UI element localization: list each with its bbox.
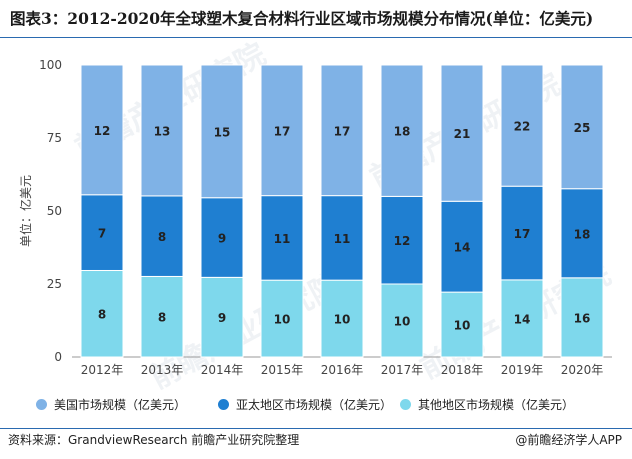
chart-legend: 美国市场规模（亿美元） 亚太地区市场规模（亿美元） 其他地区市场规模（亿美元） <box>0 396 632 418</box>
legend-swatch-asia-pacific <box>218 399 229 410</box>
bar-segment-1-1 <box>140 195 184 277</box>
data-label-0-5: 10 <box>394 315 411 329</box>
bar-segment-2-4 <box>320 64 364 197</box>
data-label-1-4: 11 <box>334 232 351 246</box>
legend-swatch-others <box>400 399 411 410</box>
stacked-bar-chart: 前瞻产业研究院前瞻产业研究院前瞻产业研究院前瞻产业研究院 0255075100单… <box>18 40 616 390</box>
y-tick-label-1: 25 <box>47 277 62 291</box>
x-tick-label-1: 2013年 <box>141 363 184 377</box>
data-label-0-2: 9 <box>218 311 226 325</box>
bar-segment-0-3 <box>260 279 304 358</box>
data-label-2-5: 18 <box>394 125 411 139</box>
data-label-2-7: 22 <box>514 120 531 134</box>
legend-label-america: 美国市场规模（亿美元） <box>54 398 187 412</box>
x-tick-label-0: 2012年 <box>81 363 124 377</box>
bar-segment-2-7 <box>500 64 544 187</box>
bar-segment-2-3 <box>260 64 304 197</box>
bar-segment-2-5 <box>380 64 424 197</box>
x-tick-label-8: 2020年 <box>561 363 604 377</box>
x-tick-label-5: 2017年 <box>381 363 424 377</box>
bar-segment-0-1 <box>140 275 184 358</box>
legend-item-america: 美国市场规模（亿美元） <box>36 396 186 413</box>
data-label-1-5: 12 <box>394 234 411 248</box>
bar-segment-1-3 <box>260 195 304 281</box>
bar-segment-1-2 <box>200 197 244 278</box>
bar-segment-2-0 <box>80 64 124 196</box>
data-label-1-7: 17 <box>514 227 531 241</box>
bar-segment-0-2 <box>200 276 244 358</box>
data-label-1-6: 14 <box>454 241 471 255</box>
data-label-2-2: 15 <box>214 125 231 139</box>
bar-segment-0-4 <box>320 279 364 358</box>
bar-segment-1-4 <box>320 195 364 281</box>
data-label-1-3: 11 <box>274 232 291 246</box>
source-note: 资料来源：GrandviewResearch 前瞻产业研究院整理 <box>8 433 300 447</box>
legend-swatch-america <box>36 399 47 410</box>
data-label-0-3: 10 <box>274 313 291 327</box>
legend-label-others: 其他地区市场规模（亿美元） <box>418 398 575 412</box>
data-label-1-1: 8 <box>158 230 166 244</box>
chart-title: 图表3：2012-2020年全球塑木复合材料行业区域市场规模分布情况(单位：亿美… <box>10 9 594 28</box>
bar-segment-0-6 <box>440 291 484 358</box>
data-label-0-6: 10 <box>454 319 471 333</box>
y-tick-label-4: 100 <box>39 58 62 72</box>
legend-label-asia-pacific: 亚太地区市场规模（亿美元） <box>236 398 393 412</box>
y-tick-label-0: 0 <box>54 350 62 364</box>
bar-segment-2-1 <box>140 64 184 197</box>
data-label-0-0: 8 <box>98 308 106 322</box>
bar-segment-0-5 <box>380 283 424 358</box>
y-tick-label-2: 50 <box>47 204 62 218</box>
data-label-2-1: 13 <box>154 124 171 138</box>
bar-segment-0-0 <box>80 269 124 358</box>
data-label-0-7: 14 <box>514 312 531 326</box>
chart-bars <box>80 64 604 358</box>
bar-segment-2-2 <box>200 64 244 199</box>
legend-item-asia-pacific: 亚太地区市场规模（亿美元） <box>218 396 392 413</box>
bar-segment-1-7 <box>500 185 544 281</box>
data-label-2-8: 25 <box>574 121 591 135</box>
data-label-1-2: 9 <box>218 232 226 246</box>
brand-credit: @前瞻经济学人APP <box>515 433 622 447</box>
x-tick-label-6: 2018年 <box>441 363 484 377</box>
x-tick-label-4: 2016年 <box>321 363 364 377</box>
legend-item-others: 其他地区市场规模（亿美元） <box>400 396 574 413</box>
bar-segment-2-8 <box>560 64 604 190</box>
y-axis-title: 单位：亿美元 <box>18 175 33 247</box>
data-label-2-3: 17 <box>274 124 291 138</box>
data-label-1-8: 18 <box>574 227 591 241</box>
footer-divider <box>0 428 632 429</box>
x-tick-label-3: 2015年 <box>261 363 304 377</box>
title-divider <box>0 37 632 38</box>
data-label-2-0: 12 <box>94 124 111 138</box>
chart-data-labels: 8 7 12 8 8 13 9 9 15 10 11 17 10 11 17 10 12 18 10 14 21 14 17… <box>94 120 591 333</box>
bar-segment-1-8 <box>560 188 604 279</box>
data-label-0-8: 16 <box>574 311 591 325</box>
bar-segment-1-5 <box>380 195 424 285</box>
data-label-1-0: 7 <box>98 227 106 241</box>
data-label-2-4: 17 <box>334 124 351 138</box>
data-label-0-1: 8 <box>158 311 166 325</box>
data-label-0-4: 10 <box>334 313 351 327</box>
data-label-2-6: 21 <box>454 127 471 141</box>
x-tick-label-2: 2014年 <box>201 363 244 377</box>
bar-segment-2-6 <box>440 64 484 202</box>
bar-segment-1-6 <box>440 200 484 293</box>
y-tick-label-3: 75 <box>47 131 62 145</box>
bar-segment-0-8 <box>560 277 604 358</box>
x-tick-label-7: 2019年 <box>501 363 544 377</box>
